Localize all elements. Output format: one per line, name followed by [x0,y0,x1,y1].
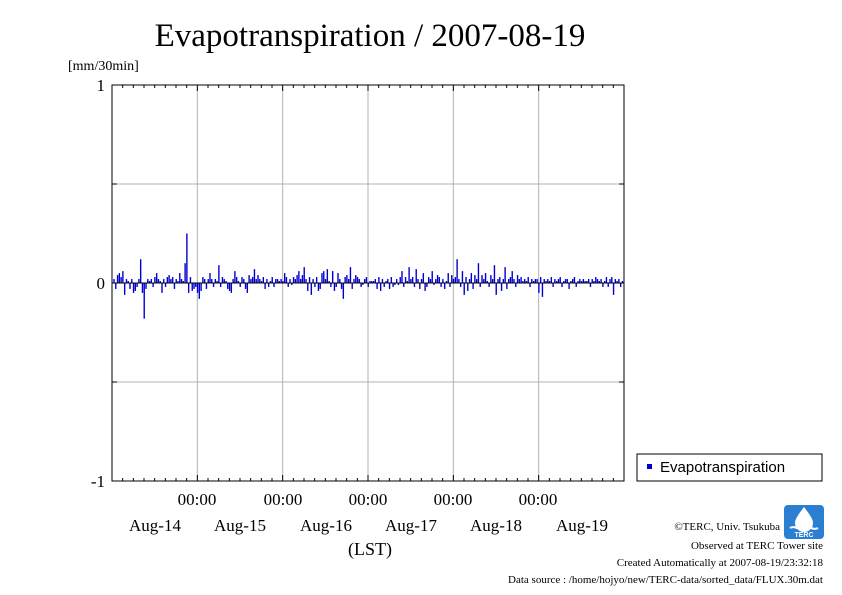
x-date-label: Aug-18 [470,516,522,535]
x-time-label: 00:00 [349,490,388,509]
terc-logo: TERC [784,505,824,539]
x-time-label: 00:00 [178,490,217,509]
x-date-label: Aug-15 [214,516,266,535]
y-tick-label: 1 [97,76,106,95]
y-tick-label: 0 [97,274,106,293]
bar-series [113,233,624,319]
x-date-label: Aug-19 [556,516,608,535]
x-date-label: Aug-17 [385,516,437,535]
x-axis-label: (LST) [348,539,392,560]
x-date-label: Aug-14 [129,516,181,535]
copyright-text: ©TERC, Univ. Tsukuba [674,521,780,533]
x-date-label: Aug-16 [300,516,352,535]
legend-box [636,453,823,482]
site-text: Observed at TERC Tower site [691,540,823,552]
tick-marks [112,84,624,482]
y-tick-label: -1 [91,472,105,491]
x-time-label: 00:00 [434,490,473,509]
created-text: Created Automatically at 2007-08-19/23:3… [617,557,824,569]
logo-text: TERC [794,532,813,539]
x-time-label: 00:00 [264,490,303,509]
source-text: Data source : /home/hojyo/new/TERC-data/… [508,574,823,586]
legend-swatch [647,464,652,469]
x-time-label: 00:00 [519,490,558,509]
chart-title: Evapotranspiration / 2007-08-19 [155,18,586,54]
y-unit-label: [mm/30min] [68,59,139,74]
legend-label: Evapotranspiration [660,459,785,476]
